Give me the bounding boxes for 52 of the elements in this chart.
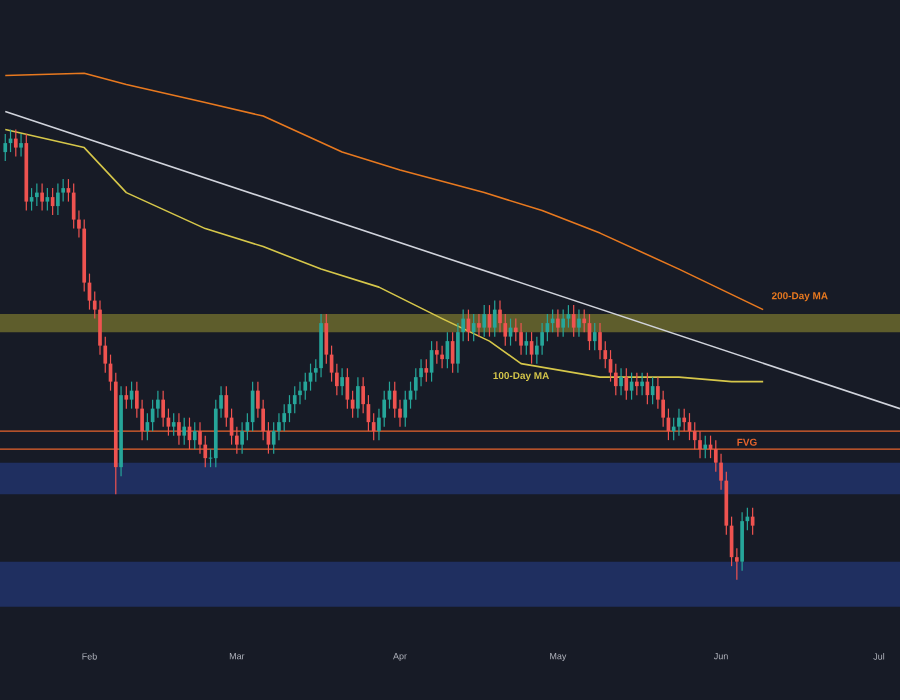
candlestick bbox=[40, 183, 44, 212]
candlestick bbox=[698, 430, 702, 459]
candlestick bbox=[677, 408, 681, 437]
candlestick bbox=[182, 417, 187, 446]
candlestick bbox=[271, 421, 276, 455]
candlestick bbox=[624, 367, 629, 401]
candlestick bbox=[482, 304, 487, 338]
candlestick bbox=[635, 372, 639, 396]
candlestick bbox=[3, 133, 8, 162]
candlestick bbox=[19, 133, 23, 158]
candlestick bbox=[540, 322, 544, 356]
candlestick bbox=[413, 367, 418, 401]
candlestick bbox=[319, 313, 323, 378]
candlestick bbox=[692, 421, 697, 450]
candlestick bbox=[292, 385, 297, 414]
candlestick bbox=[440, 345, 444, 369]
candlestick bbox=[577, 309, 581, 338]
candlestick bbox=[740, 511, 744, 572]
candlestick bbox=[13, 128, 18, 158]
candlestick bbox=[477, 313, 481, 338]
candlestick bbox=[282, 403, 287, 432]
candlestick bbox=[424, 358, 429, 383]
candlestick bbox=[592, 322, 597, 351]
candlestick bbox=[177, 412, 181, 446]
candlestick bbox=[471, 313, 476, 342]
candlestick bbox=[340, 367, 344, 396]
candlestick bbox=[435, 340, 439, 365]
candlestick bbox=[124, 385, 129, 410]
candlestick bbox=[303, 372, 308, 401]
candlestick bbox=[619, 367, 623, 396]
candlestick bbox=[703, 435, 708, 459]
candlestick bbox=[392, 381, 397, 419]
candlestick bbox=[524, 331, 529, 356]
candlestick bbox=[171, 412, 176, 437]
candlestick bbox=[298, 381, 302, 405]
candlestick bbox=[492, 300, 497, 338]
candlestick bbox=[671, 417, 676, 441]
candlestick bbox=[640, 372, 644, 396]
candlestick bbox=[519, 322, 523, 356]
candlestick bbox=[192, 421, 197, 450]
candlestick bbox=[356, 376, 360, 419]
candlestick bbox=[161, 390, 165, 428]
candlestick bbox=[240, 421, 244, 455]
candlestick bbox=[598, 322, 602, 360]
candlestick bbox=[571, 304, 576, 338]
candlestick bbox=[71, 183, 76, 230]
candlestick bbox=[35, 183, 39, 207]
candlestick bbox=[556, 309, 560, 338]
candlestick bbox=[56, 183, 60, 216]
candlestick bbox=[403, 390, 408, 428]
candlestick bbox=[561, 309, 566, 338]
candlestick bbox=[682, 408, 687, 432]
